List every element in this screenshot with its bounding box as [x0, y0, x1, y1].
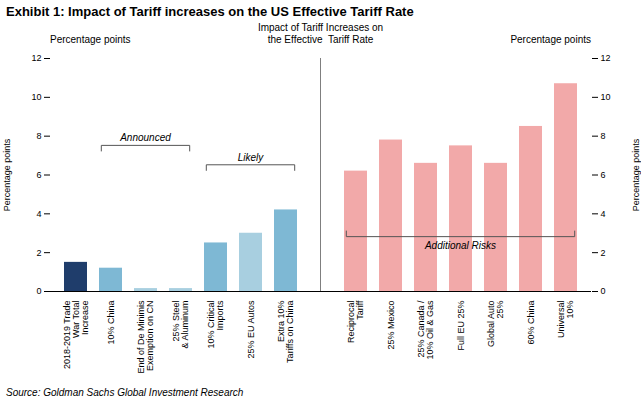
svg-text:Extra 10%Tariffs on China: Extra 10%Tariffs on China: [276, 301, 295, 363]
svg-text:Percentage points: Percentage points: [2, 138, 12, 211]
html-text:Source: Goldman Sachs Global I: Source: Goldman Sachs Global Investment …: [6, 387, 244, 398]
svg-text:End of De MinimisExemption on: End of De MinimisExemption on CN: [136, 300, 155, 374]
html-text:Percentage points: Percentage points: [50, 34, 131, 45]
svg-text:Announced: Announced: [119, 132, 171, 143]
html-text:Impact of Tariff Increases on: Impact of Tariff Increases on the Effect…: [257, 22, 384, 45]
svg-text:2018-2019 TradeWar TotalIncrea: 2018-2019 TradeWar TotalIncrease: [62, 301, 90, 370]
html-text:Percentage points: Percentage points: [510, 34, 591, 45]
svg-text:8: 8: [601, 131, 606, 141]
svg-text:0: 0: [36, 286, 41, 296]
html-text:Exhibit 1: Impact of Tariff in: Exhibit 1: Impact of Tariff increases on…: [6, 4, 414, 19]
svg-text:2: 2: [36, 248, 41, 258]
svg-text:10: 10: [31, 92, 41, 102]
svg-text:2: 2: [601, 248, 606, 258]
svg-text:12: 12: [31, 53, 41, 63]
svg-text:25% Canada /10% Oil & Gas: 25% Canada /10% Oil & Gas: [416, 300, 435, 360]
svg-text:ReciprocalTariff: ReciprocalTariff: [346, 300, 365, 343]
svg-text:4: 4: [601, 209, 606, 219]
svg-text:Universal10%: Universal10%: [556, 301, 575, 339]
svg-text:12: 12: [601, 53, 611, 63]
svg-text:10: 10: [601, 92, 611, 102]
svg-text:6: 6: [601, 170, 606, 180]
svg-text:0: 0: [601, 286, 606, 296]
svg-text:Likely: Likely: [238, 152, 265, 163]
svg-text:6: 6: [36, 170, 41, 180]
svg-text:8: 8: [36, 131, 41, 141]
svg-text:25% EU Autos: 25% EU Autos: [246, 300, 256, 359]
svg-text:10% CriticalImports: 10% CriticalImports: [206, 300, 225, 349]
svg-text:10% China: 10% China: [106, 301, 116, 345]
svg-text:25% Mexico: 25% Mexico: [386, 301, 396, 350]
svg-text:4: 4: [36, 209, 41, 219]
svg-text:Additional Risks: Additional Risks: [424, 240, 496, 251]
svg-text:Full EU 25%: Full EU 25%: [456, 301, 466, 351]
svg-text:60% China: 60% China: [526, 301, 536, 345]
svg-text:25% Steel& Aluminum: 25% Steel& Aluminum: [171, 301, 190, 349]
svg-text:Percentage points: Percentage points: [631, 138, 641, 211]
svg-text:Global Auto25%: Global Auto25%: [486, 301, 505, 348]
